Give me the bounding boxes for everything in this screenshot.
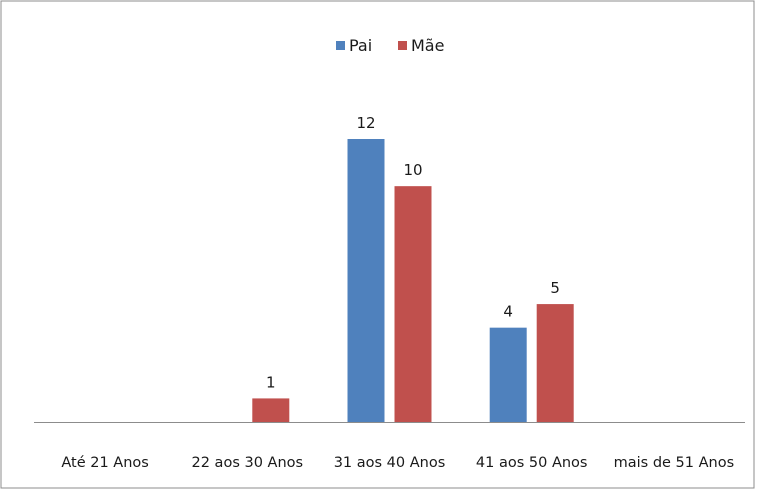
x-tick-label: 31 aos 40 Anos — [334, 455, 446, 471]
x-tick-label: 22 aos 30 Anos — [192, 455, 304, 471]
legend-swatch-Mãe — [398, 41, 407, 50]
bar-Mãe-1 — [252, 398, 290, 422]
bar-series — [252, 139, 574, 422]
legend-label-Mãe: Mãe — [411, 36, 444, 55]
bar-Pai-2 — [347, 139, 385, 422]
x-tick-label: Até 21 Anos — [61, 455, 148, 471]
data-label-Pai-3: 4 — [503, 303, 513, 321]
data-label-Mãe-1: 1 — [266, 373, 276, 391]
legend-label-Pai: Pai — [349, 36, 372, 55]
bar-Mãe-2 — [394, 186, 432, 422]
x-axis-ticks: Até 21 Anos 22 aos 30 Anos 31 aos 40 Anos 4… — [61, 455, 734, 471]
data-labels: 1 12 10 4 5 — [266, 114, 560, 391]
bar-Pai-3 — [489, 327, 527, 422]
data-label-Mãe-2: 10 — [403, 161, 422, 179]
data-label-Mãe-3: 5 — [550, 279, 560, 297]
data-label-Pai-2: 12 — [356, 114, 375, 132]
x-tick-label: 41 aos 50 Anos — [476, 455, 588, 471]
x-tick-label: mais de 51 Anos — [614, 455, 735, 471]
bar-Mãe-3 — [536, 304, 574, 422]
legend-swatch-Pai — [336, 41, 345, 50]
legend: Pai Mãe — [336, 36, 444, 55]
